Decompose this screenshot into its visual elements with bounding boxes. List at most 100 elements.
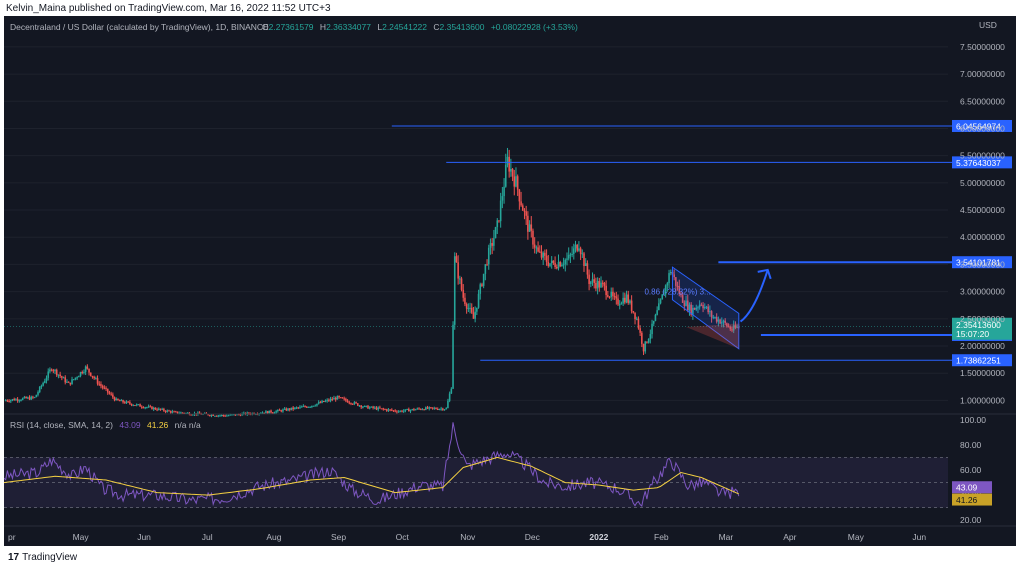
candle-body (106, 388, 109, 393)
candle-body (173, 411, 175, 413)
rsi-title: RSI (14, close, SMA, 14, 2) (10, 420, 113, 430)
candle-body (139, 404, 141, 407)
chart-frame[interactable]: 6.045649745.376430373.541017812.20295872… (4, 16, 1016, 546)
candle-body (334, 398, 337, 400)
candle-body (161, 408, 163, 410)
time-tick-label: Dec (525, 532, 541, 542)
candle-body (622, 297, 624, 304)
current-price-badge (952, 317, 1012, 340)
candle-body (368, 407, 371, 409)
candle-body (135, 404, 138, 406)
time-tick-label: May (73, 532, 90, 542)
candle-body (243, 412, 245, 414)
candle-body (76, 377, 78, 379)
candle-body (642, 343, 645, 352)
candle-body (538, 251, 541, 253)
price-level-badge (952, 256, 1012, 269)
candle-body (433, 408, 436, 410)
candle-body (527, 215, 529, 232)
candle-body (697, 307, 699, 309)
candle-body (685, 300, 687, 306)
candle-body (15, 399, 17, 401)
candle-body (237, 414, 240, 416)
candle-body (324, 400, 327, 402)
candle-body (516, 176, 519, 190)
price-tick-label: 2.50000000 (960, 314, 1005, 324)
candle-body (248, 412, 250, 414)
chart-canvas[interactable]: 6.045649745.376430373.541017812.20295872… (4, 16, 1016, 546)
candle-body (4, 400, 7, 402)
candle-body (265, 411, 267, 414)
candle-body (425, 407, 427, 410)
candle-body (37, 392, 39, 395)
candle-body (710, 311, 713, 318)
candle-body (285, 408, 288, 411)
candle-body (501, 196, 504, 201)
candle-body (209, 415, 211, 417)
candle-body (186, 412, 189, 414)
candle-body (10, 400, 12, 402)
candle-body (629, 300, 631, 303)
open-label: O (262, 22, 269, 32)
arrow-head (757, 268, 772, 280)
candle-body (176, 411, 179, 414)
candle-body (506, 156, 509, 165)
candle-body (624, 297, 626, 303)
candle-body (61, 376, 63, 378)
candle-body (66, 381, 68, 383)
candle-body (54, 369, 56, 371)
candle-body (484, 264, 487, 274)
candle-body (110, 393, 112, 395)
price-level-badge (952, 119, 1012, 132)
price-level-label: 5.37643037 (956, 158, 1001, 168)
rsi-sma-value: 41.26 (147, 420, 169, 430)
candle-body (727, 326, 730, 328)
candle-body (113, 397, 116, 401)
candle-body (149, 406, 152, 408)
currency-label: USD (979, 20, 997, 30)
candle-body (722, 320, 725, 323)
price-axis[interactable]: 7.50000000 7.00000000 6.50000000 6.00000000… (960, 42, 1005, 406)
candle-body (525, 211, 527, 216)
candle-body (494, 227, 497, 239)
candle-body (365, 405, 368, 407)
candle-body (408, 409, 410, 412)
time-tick-label: Apr (783, 532, 796, 542)
candle-body (557, 261, 560, 269)
candle-body (21, 398, 24, 400)
candle-body (676, 285, 679, 287)
candle-body (382, 408, 385, 410)
channel-fill (686, 323, 739, 349)
candle-body (38, 386, 41, 393)
candle-body (350, 402, 352, 404)
rsi-sma-line (4, 456, 740, 496)
candle-body (69, 382, 72, 385)
candle-body (275, 411, 277, 413)
time-tick-label: Oct (396, 532, 410, 542)
candle-body (98, 383, 101, 385)
time-axis[interactable]: pr May Jun Jul Aug Sep Oct Nov Dec 2022 Feb Mar Apr M… (4, 525, 1016, 542)
low-label: L (377, 22, 382, 32)
candle-body (690, 304, 692, 315)
candle-body (729, 326, 732, 330)
candle-body (282, 409, 284, 412)
price-level-label: 6.04564974 (956, 121, 1001, 131)
current-price-label: 2.35413600 (956, 320, 1001, 330)
candle-body (598, 281, 601, 288)
candle-body (641, 332, 643, 344)
candle-body (618, 304, 621, 306)
candle-body (23, 396, 26, 399)
candle-body (317, 402, 320, 404)
candle-body (341, 397, 344, 399)
candle-body (134, 405, 136, 407)
candle-body (33, 397, 36, 399)
candle-body (510, 168, 512, 172)
candle-body (467, 308, 470, 310)
candle-body (477, 293, 480, 308)
price-tick-label: 4.50000000 (960, 205, 1005, 215)
candle-body (328, 399, 330, 401)
candle-body (307, 406, 310, 408)
chart-drawings: 0.86 (-28.32%) 3... (644, 266, 772, 350)
price-level-badge (952, 354, 1012, 367)
